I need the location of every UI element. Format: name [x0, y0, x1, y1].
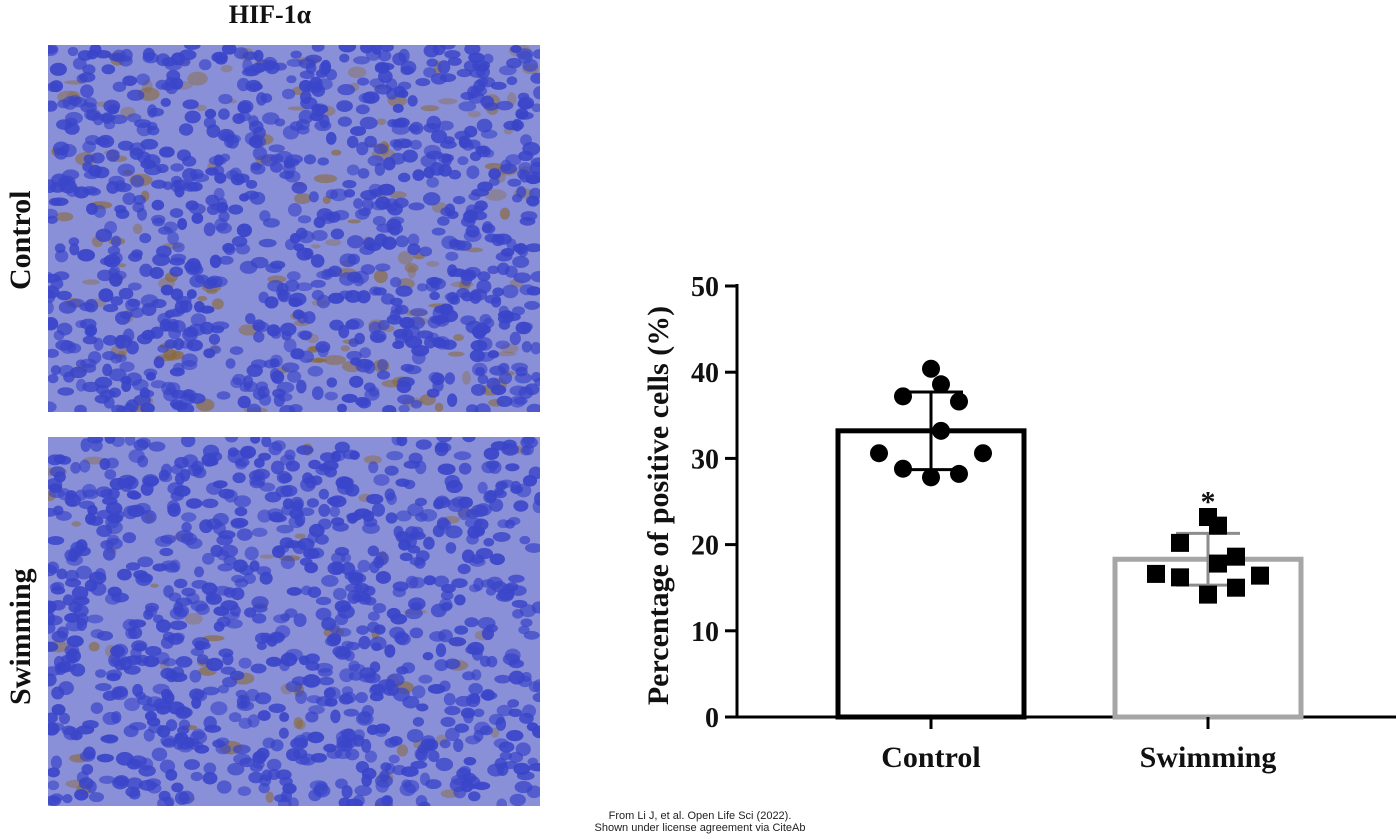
significance-marker: *: [1201, 485, 1216, 518]
x-tick-label: Swimming: [1140, 741, 1277, 774]
y-tick-label: 30: [691, 444, 719, 475]
data-point: [1209, 554, 1227, 573]
data-point: [1251, 566, 1269, 585]
data-point: [1209, 516, 1227, 535]
micrograph-texture: [48, 45, 540, 412]
row-label-swimming: Swimming: [4, 568, 37, 705]
y-tick-label: 20: [691, 531, 719, 562]
micrograph-swimming: [48, 437, 540, 806]
data-point: [950, 392, 968, 411]
data-point: [950, 464, 968, 483]
y-tick-label: 40: [691, 358, 719, 389]
credit-line-1: From Li J, et al. Open Life Sci (2022).: [608, 810, 792, 822]
y-tick-label: 10: [691, 617, 719, 648]
data-point: [1227, 578, 1245, 597]
data-point: [1227, 547, 1245, 566]
data-point: [974, 444, 992, 463]
data-point: [1171, 568, 1189, 587]
data-point: [922, 468, 940, 487]
y-axis-label: Percentage of positive cells (%): [642, 306, 675, 705]
data-point: [894, 387, 912, 406]
x-tick-label: Control: [881, 741, 980, 774]
micrograph-texture: [48, 437, 540, 806]
credit: From Li J, et al. Open Life Sci (2022). …: [560, 810, 840, 834]
data-point: [894, 459, 912, 478]
y-tick-label: 50: [691, 272, 719, 303]
data-point: [1171, 533, 1189, 552]
data-point: [1147, 564, 1165, 583]
panel-title: HIF-1α: [228, 0, 312, 29]
y-tick-label: 0: [705, 703, 719, 734]
credit-line-2: Shown under license agreement via CiteAb: [594, 822, 806, 834]
data-point: [932, 375, 950, 394]
data-point: [1199, 585, 1217, 604]
bar-chart: Percentage of positive cells (%) 0 10 20 30 4…: [642, 272, 1396, 774]
data-point: [870, 444, 888, 463]
micrograph-control: [48, 45, 540, 412]
data-point: [922, 359, 940, 378]
data-point: [932, 421, 950, 440]
row-label-control: Control: [4, 190, 37, 290]
